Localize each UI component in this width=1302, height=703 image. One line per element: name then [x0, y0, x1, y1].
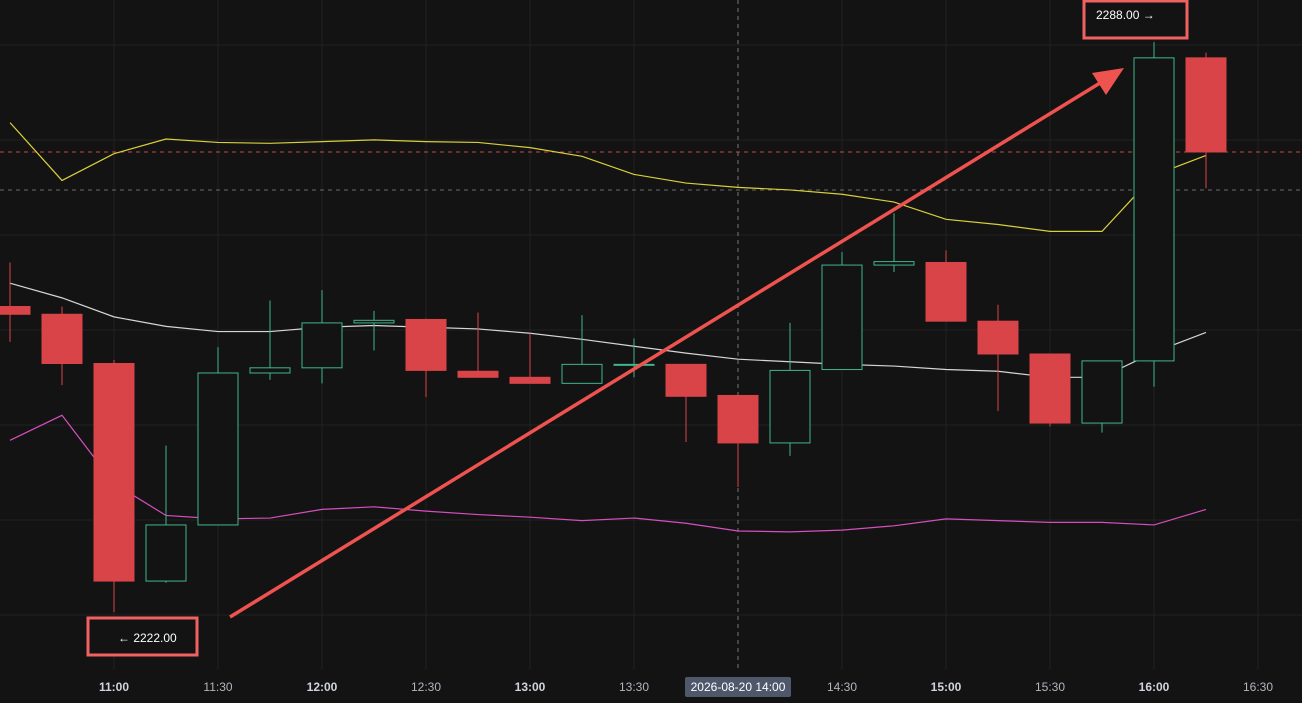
- candle-body: [769, 369, 811, 444]
- candle-body: [0, 306, 31, 315]
- x-tick-label: 14:30: [827, 680, 857, 694]
- candle-body: [197, 372, 239, 526]
- candle-body: [665, 363, 707, 397]
- annotation-layer: 2288.00 → ← 2222.00: [86, 0, 1189, 657]
- crosshair-label: 2026-08-20 14:00: [691, 680, 786, 694]
- candle-body: [821, 264, 863, 371]
- candle-body: [1133, 57, 1175, 362]
- candle-body: [41, 313, 83, 364]
- trend-arrow-line: [229, 81, 1101, 619]
- band-line: [9, 282, 1207, 378]
- candle-body: [405, 318, 447, 371]
- candle-body: [509, 376, 551, 384]
- candle-body: [249, 367, 291, 374]
- candle-body: [353, 319, 395, 324]
- candle-body: [145, 524, 187, 582]
- x-tick-label: 13:30: [619, 680, 649, 694]
- candle-body: [1081, 360, 1123, 424]
- candle-body: [457, 370, 499, 378]
- x-tick-label: 11:30: [203, 680, 232, 694]
- candle-body: [1029, 353, 1071, 424]
- crosshair-label-bg: [685, 677, 791, 697]
- x-tick-label: 12:30: [411, 680, 441, 694]
- x-tick-label: 16:30: [1243, 680, 1273, 694]
- candle-body: [717, 394, 759, 444]
- annotation-box: [86, 616, 199, 657]
- candle-body: [1185, 57, 1227, 153]
- x-tick-label: 16:00: [1139, 680, 1170, 694]
- x-tick-label: 13:00: [515, 680, 546, 694]
- candle-body: [561, 363, 603, 384]
- candle-body: [301, 322, 343, 369]
- candle-body: [613, 363, 655, 366]
- candle-body: [977, 320, 1019, 355]
- candle-body: [873, 261, 915, 266]
- trend-arrow-head: [1092, 68, 1124, 95]
- x-tick-label: 15:30: [1035, 680, 1065, 694]
- band-line: [9, 122, 1207, 232]
- annotation-label: 2288.00 →: [1096, 8, 1155, 22]
- candle-body: [93, 362, 135, 582]
- x-tick-label: 15:00: [931, 680, 962, 694]
- candle-body: [925, 261, 967, 322]
- annotation-box: [1082, 0, 1189, 40]
- annotation-label: ← 2222.00: [118, 631, 177, 645]
- x-tick-label: 12:00: [307, 680, 338, 694]
- x-tick-label: 11:00: [99, 680, 129, 694]
